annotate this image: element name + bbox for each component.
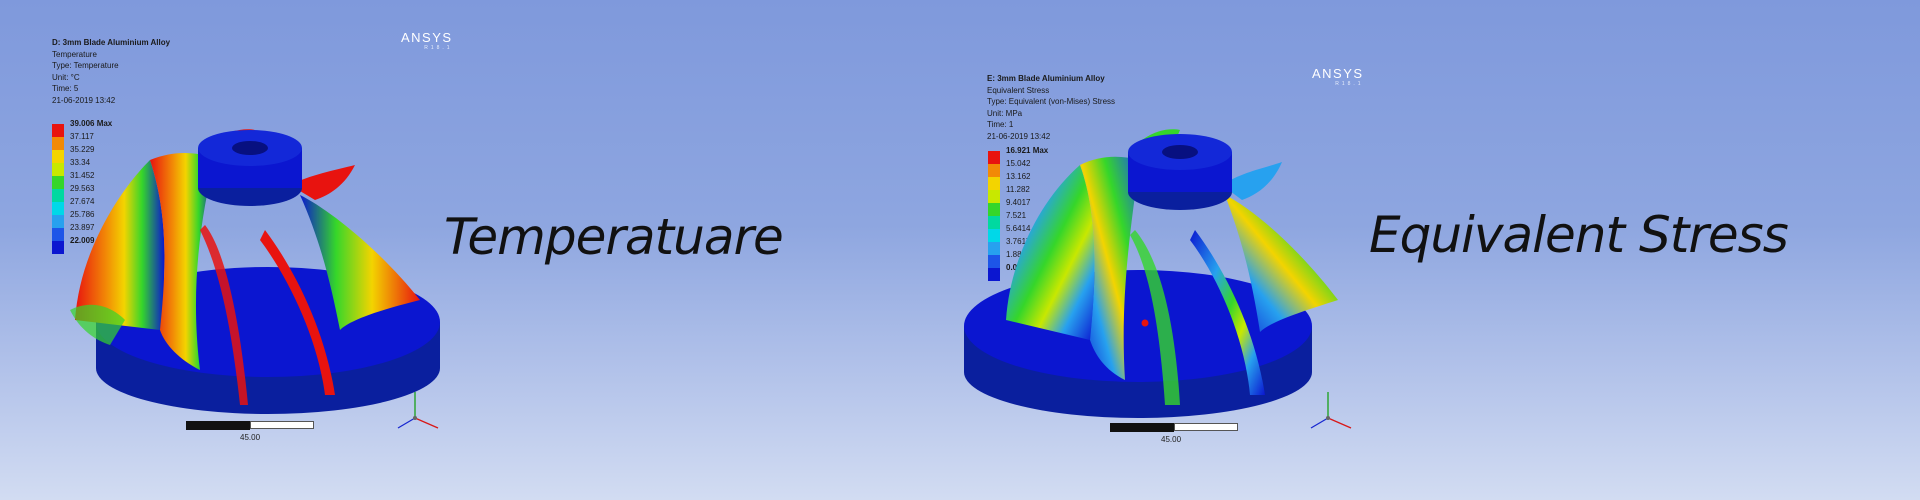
legend-swatch xyxy=(988,268,1000,281)
panel-heading: Equivalent Stress xyxy=(1369,206,1789,264)
result-date: 21-06-2019 13:42 xyxy=(52,95,116,105)
legend-label: 39.006 Max xyxy=(70,119,113,128)
ansys-logo: ANSYS R18.1 xyxy=(1312,66,1364,87)
legend-swatch xyxy=(52,150,64,163)
legend-label: 9.4017 xyxy=(1006,198,1031,207)
result-quantity: Temperature xyxy=(52,49,97,59)
legend-label: 3.7617 xyxy=(1006,237,1031,246)
scale-label: 45.00 xyxy=(240,433,261,442)
legend-label: 11.282 xyxy=(1006,185,1030,194)
result-info-block: D: 3mm Blade Aluminium Alloy Temperature… xyxy=(52,37,170,106)
impeller-stress-model xyxy=(964,129,1352,429)
legend-swatch xyxy=(988,216,1000,229)
legend-swatch xyxy=(52,228,64,241)
ansys-logo: ANSYS R18.1 xyxy=(401,30,453,51)
legend-label: 35.229 xyxy=(70,145,95,154)
ansys-version-text: R18.1 xyxy=(1335,81,1364,87)
scale-bar xyxy=(1110,423,1238,432)
legend-label: 33.34 xyxy=(70,158,91,167)
result-time: Time: 5 xyxy=(52,84,79,93)
legend-swatch xyxy=(988,190,1000,203)
legend-label: 23.897 xyxy=(70,223,95,232)
legend-swatch xyxy=(988,177,1000,190)
legend-swatch xyxy=(52,176,64,189)
result-title: D: 3mm Blade Aluminium Alloy xyxy=(52,38,171,47)
legend-swatch xyxy=(988,164,1000,177)
legend-swatch xyxy=(988,229,1000,242)
legend-swatch xyxy=(52,163,64,176)
legend-swatch xyxy=(52,202,64,215)
legend-label: 25.786 xyxy=(70,210,95,219)
panel-heading: Temperatuare xyxy=(444,208,784,266)
ansys-version-text: R18.1 xyxy=(424,45,453,51)
impeller-temperature-model xyxy=(70,129,440,429)
result-quantity: Equivalent Stress xyxy=(987,85,1050,95)
result-type: Type: Equivalent (von-Mises) Stress xyxy=(987,97,1116,106)
legend-swatch xyxy=(988,151,1000,164)
legend-label: 16.921 Max xyxy=(1006,146,1049,155)
legend-swatch xyxy=(52,189,64,202)
legend-swatch xyxy=(988,255,1000,268)
legend-label: 29.563 xyxy=(70,184,95,193)
result-info-block: E: 3mm Blade Aluminium Alloy Equivalent … xyxy=(987,73,1115,142)
legend-swatch xyxy=(52,124,64,137)
axis-triad-icon xyxy=(397,392,439,429)
legend-label: 37.117 xyxy=(70,132,94,141)
legend-swatch xyxy=(52,215,64,228)
scale-label: 45.00 xyxy=(1161,435,1182,444)
legend-label: 27.674 xyxy=(70,197,95,206)
legend-swatch xyxy=(52,241,64,254)
result-time: Time: 1 xyxy=(987,120,1014,129)
result-date: 21-06-2019 13:42 xyxy=(987,131,1051,141)
result-title: E: 3mm Blade Aluminium Alloy xyxy=(987,74,1105,83)
legend-swatch xyxy=(988,242,1000,255)
legend-swatch xyxy=(988,203,1000,216)
legend-swatch xyxy=(52,137,64,150)
ansys-logo-text: ANSYS xyxy=(1312,66,1364,81)
temperature-result-panel: D: 3mm Blade Aluminium Alloy Temperature… xyxy=(52,30,784,442)
stress-result-panel: E: 3mm Blade Aluminium Alloy Equivalent … xyxy=(960,0,1920,500)
result-unit: Unit: °C xyxy=(52,72,80,82)
result-type: Type: Temperature xyxy=(52,61,119,70)
legend-label: 31.452 xyxy=(70,171,95,180)
result-unit: Unit: MPa xyxy=(987,108,1023,118)
scale-bar xyxy=(186,421,314,430)
legend-label: 13.162 xyxy=(1006,172,1031,181)
legend-label: 1.8841 xyxy=(1006,250,1031,259)
legend-label: 5.6414 xyxy=(1006,224,1031,233)
ansys-logo-text: ANSYS xyxy=(401,30,453,45)
legend-label: 7.521 xyxy=(1006,211,1027,220)
legend-label: 22.009 Min xyxy=(70,236,111,245)
axis-triad-icon xyxy=(1310,392,1352,429)
legend-label: 15.042 xyxy=(1006,159,1031,168)
